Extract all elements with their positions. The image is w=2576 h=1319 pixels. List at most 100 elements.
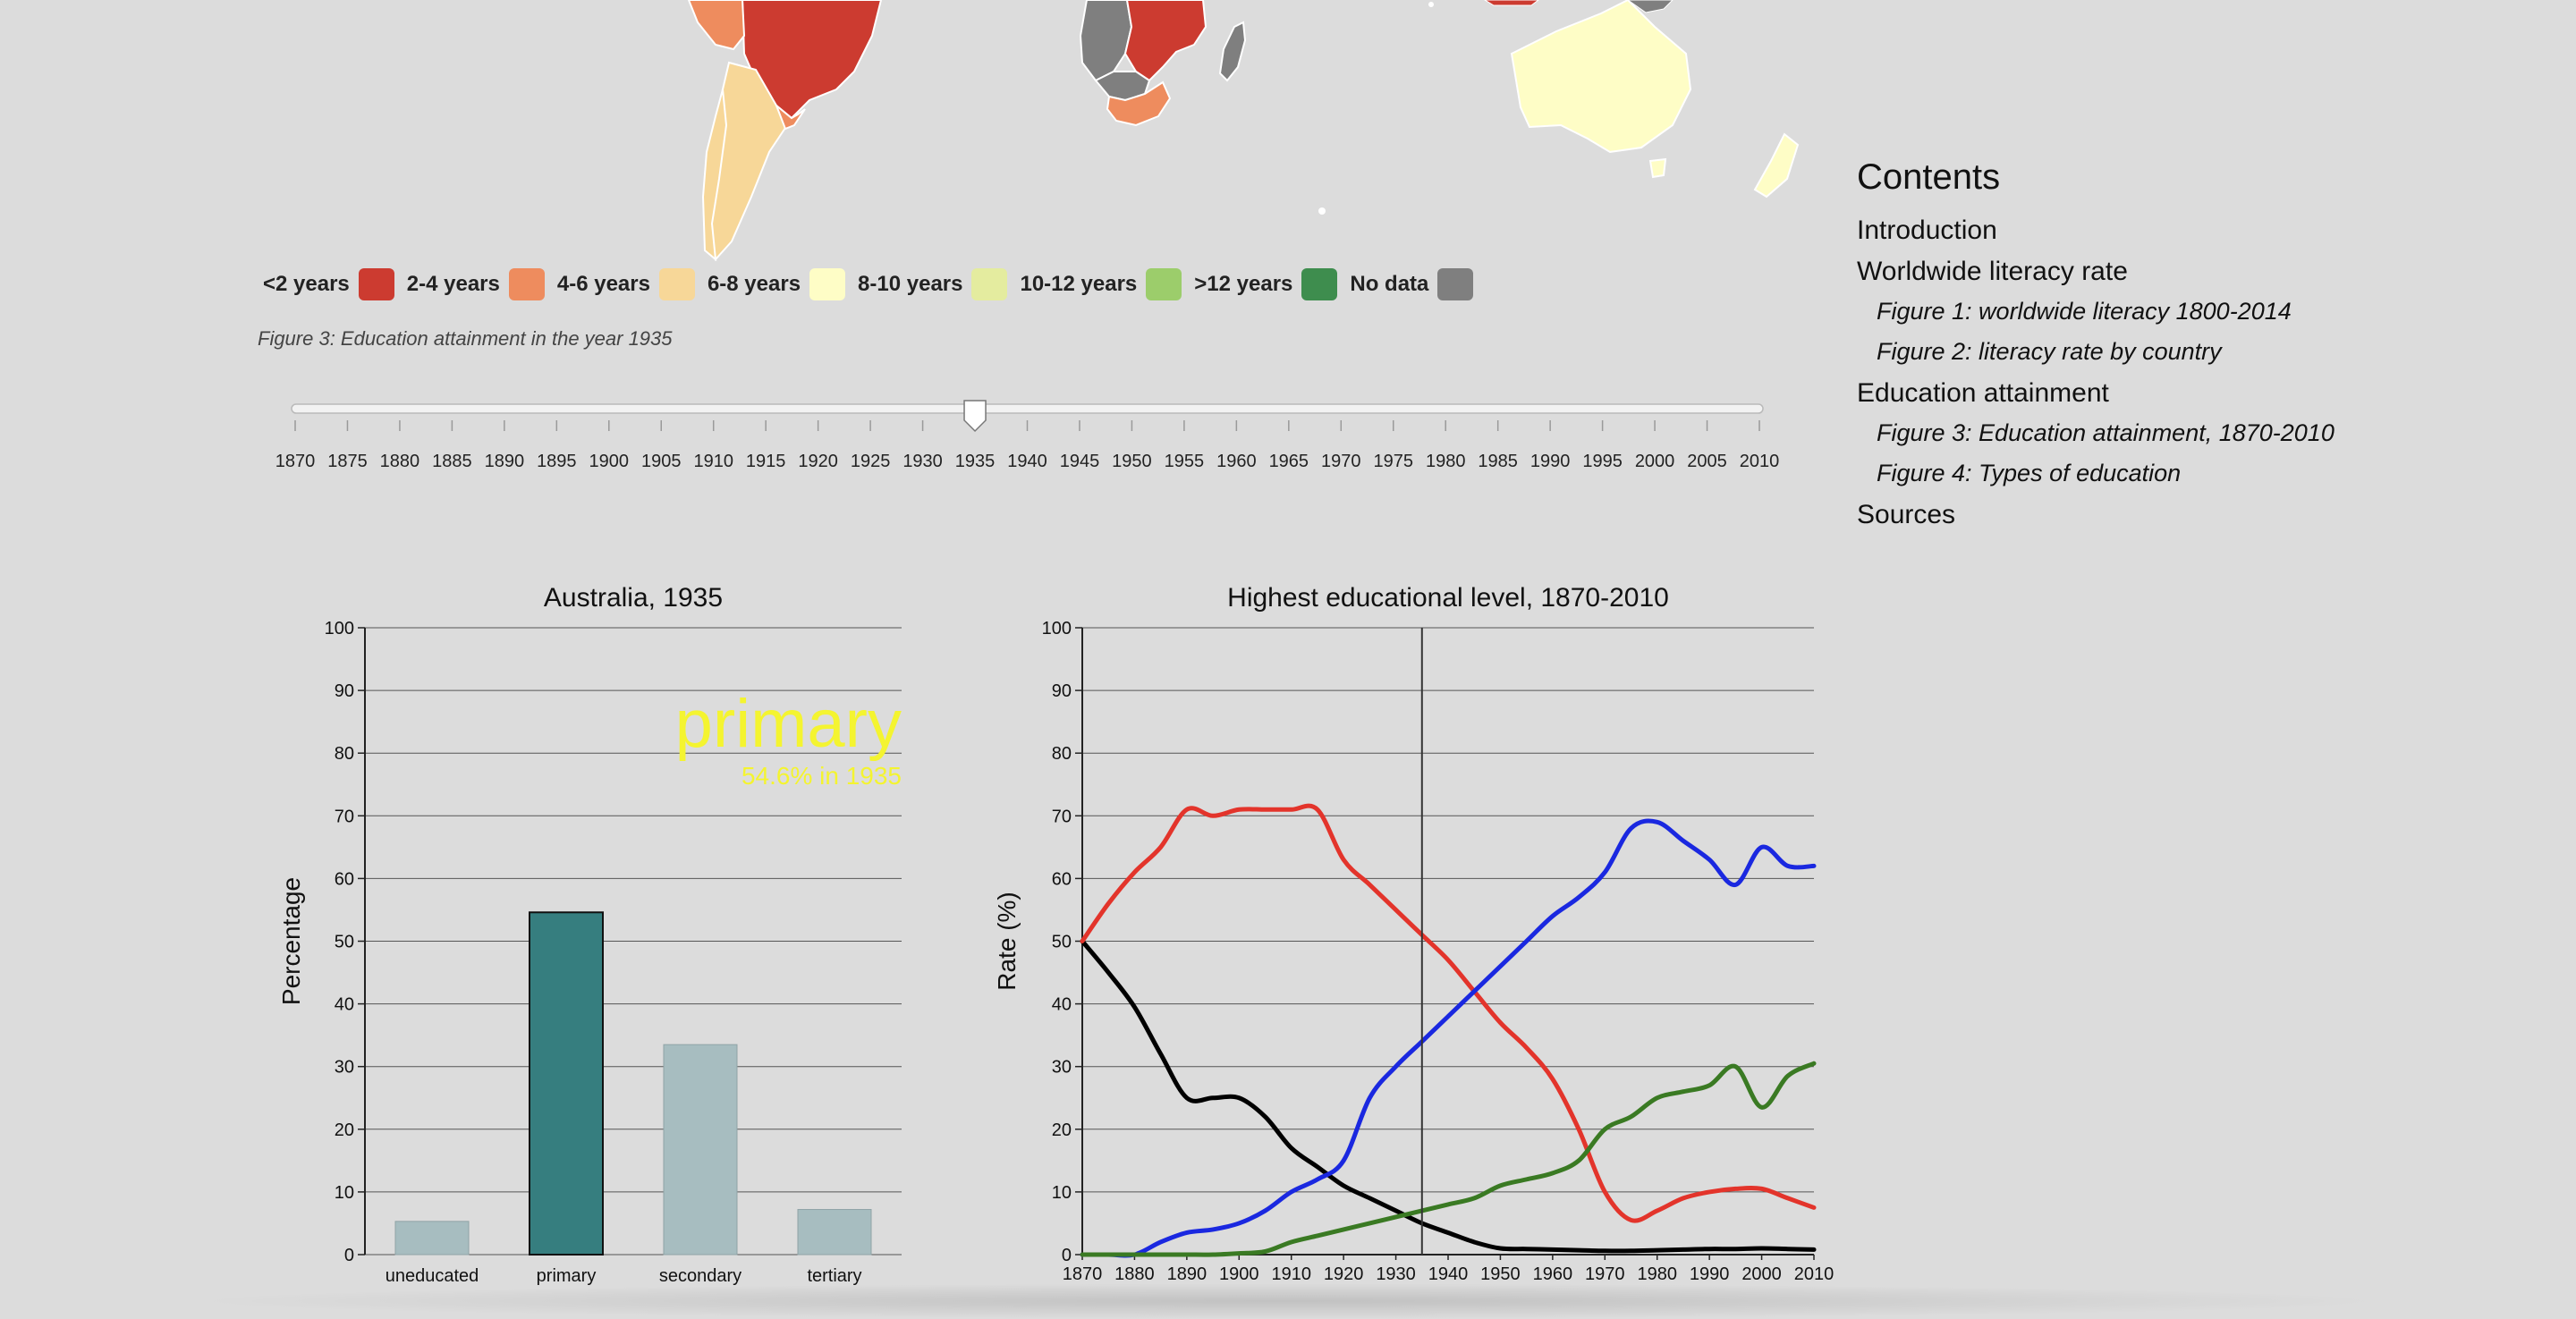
slider-year-label: 1895 (537, 452, 577, 471)
line-series-3[interactable] (1080, 1061, 1817, 1257)
slider-year-label: 1965 (1269, 452, 1309, 471)
bar-primary[interactable] (529, 911, 604, 1256)
slider-year-label: 1980 (1426, 452, 1466, 471)
map-country-tasmania[interactable] (1648, 157, 1667, 179)
year-slider[interactable]: 1870 1875 1880 1885 1890 1895 1900 1905 1910 1915… (268, 385, 1789, 483)
slider-year-label: 1990 (1530, 452, 1571, 471)
line-y-tick-label: 10 (1052, 1183, 1072, 1203)
legend-label: 6-8 years (707, 272, 801, 296)
slider-year-label: 1905 (641, 452, 682, 471)
slider-year-label: 1940 (1007, 452, 1047, 471)
line-y-tick-label: 60 (1052, 869, 1072, 889)
bar-category-label: primary (537, 1266, 597, 1286)
world-map[interactable] (0, 0, 2576, 268)
bar-secondary[interactable] (663, 1044, 738, 1256)
slider-year-label: 1985 (1478, 452, 1518, 471)
legend-label: No data (1350, 272, 1429, 296)
slider-year-label: 1960 (1216, 452, 1257, 471)
legend-item: 10-12 years (1020, 268, 1182, 300)
slider-year-label: 1945 (1060, 452, 1100, 471)
bar-tertiary[interactable] (797, 1209, 872, 1256)
map-country-new-zealand[interactable] (1753, 132, 1800, 199)
toc-figure-link[interactable]: Figure 2: literacy rate by country (1877, 338, 2222, 365)
slider-year-label: 1870 (275, 452, 316, 471)
bar-y-tick-label: 0 (344, 1246, 354, 1265)
line-y-axis-label: Rate (%) (993, 892, 1021, 990)
toc-section-link[interactable]: Sources (1857, 500, 1956, 529)
bar-category-label: tertiary (807, 1266, 861, 1286)
line-series-2[interactable] (1080, 818, 1817, 1258)
map-island (1318, 207, 1326, 215)
legend-swatch (658, 268, 695, 300)
legend-label: 4-6 years (556, 272, 650, 296)
line-x-tick-label: 1930 (1376, 1264, 1416, 1284)
bar-y-tick-label: 50 (335, 933, 354, 952)
legend-item: 4-6 years (557, 268, 695, 300)
slider-track[interactable] (291, 403, 1764, 414)
map-country-madagascar[interactable] (1218, 21, 1247, 82)
legend-item: 2-4 years (407, 268, 545, 300)
legend-item: <2 years (263, 268, 394, 300)
slider-year-label: 1890 (485, 452, 525, 471)
bar-category-label: uneducated (386, 1266, 479, 1286)
toc-section-link[interactable]: Education attainment (1857, 378, 2109, 408)
line-x-tick-label: 1990 (1690, 1264, 1730, 1284)
toc-figure-link[interactable]: Figure 1: worldwide literacy 1800-2014 (1877, 298, 2292, 325)
line-x-tick-label: 1890 (1167, 1264, 1208, 1284)
bar-category-label: secondary (659, 1266, 741, 1286)
slider-year-label: 1975 (1374, 452, 1414, 471)
legend-swatch (1146, 268, 1182, 300)
slider-handle[interactable] (963, 400, 987, 433)
map-country-peru[interactable] (687, 0, 746, 51)
toc-section-link[interactable]: Introduction (1857, 216, 1997, 245)
map-country-south-africa[interactable] (1106, 80, 1172, 127)
toc-figure-link[interactable]: Figure 3: Education attainment, 1870-201… (1877, 419, 2334, 446)
line-x-tick-label: 2000 (1741, 1264, 1782, 1284)
legend-swatch (1437, 268, 1474, 300)
map-country-chile[interactable] (701, 89, 728, 262)
line-y-tick-label: 70 (1052, 807, 1072, 826)
legend-item: >12 years (1194, 268, 1338, 300)
slider-year-label: 1950 (1112, 452, 1152, 471)
toc-list: Introduction Worldwide literacy rate Figur… (1857, 216, 2537, 530)
slider-year-label: 1970 (1321, 452, 1361, 471)
line-x-tick-label: 1970 (1585, 1264, 1625, 1284)
slider-year-label: 2005 (1687, 452, 1727, 471)
legend-label: <2 years (263, 272, 350, 296)
bar-y-tick-label: 30 (335, 1058, 354, 1078)
line-x-tick-label: 1940 (1428, 1264, 1469, 1284)
slider-year-label: 1910 (693, 452, 733, 471)
bar-annotation-subtitle: 54.6% in 1935 (741, 762, 902, 790)
slider-year-label: 1900 (589, 452, 630, 471)
slider-year-label: 1880 (380, 452, 420, 471)
line-y-tick-label: 20 (1052, 1120, 1072, 1140)
bar-y-tick-label: 90 (335, 681, 354, 701)
bar-y-tick-label: 40 (335, 995, 354, 1015)
line-x-tick-label: 1910 (1271, 1264, 1311, 1284)
toc-figure-link[interactable]: Figure 4: Types of education (1877, 460, 2182, 486)
line-x-tick-label: 1920 (1324, 1264, 1364, 1284)
slider-year-label: 1920 (798, 452, 838, 471)
legend-label: 10-12 years (1020, 272, 1138, 296)
bar-chart-title: Australia, 1935 (544, 583, 723, 613)
slider-year-label: 1925 (851, 452, 891, 471)
line-series-0[interactable] (1080, 939, 1817, 1254)
bar-uneducated[interactable] (394, 1221, 470, 1256)
map-region-east-africa[interactable] (1123, 0, 1208, 82)
line-x-tick-label: 1900 (1219, 1264, 1259, 1284)
legend-swatch (971, 268, 1008, 300)
map-region-central-africa[interactable] (1079, 0, 1133, 82)
map-country-australia[interactable] (1510, 0, 1692, 154)
line-series-1[interactable] (1080, 803, 1817, 1223)
line-x-tick-label: 1980 (1637, 1264, 1677, 1284)
line-y-tick-label: 100 (1042, 619, 1072, 638)
map-country-uruguay[interactable] (774, 102, 806, 131)
toc-section-link[interactable]: Worldwide literacy rate (1857, 257, 2128, 286)
line-y-tick-label: 80 (1052, 744, 1072, 764)
legend-item: 8-10 years (858, 268, 1008, 300)
bar-chart-australia: Australia, 1935 0 10 20 30 40 50 60 70 80 90 100 Per… (277, 583, 902, 1286)
contents-title: Contents (1857, 157, 2001, 197)
map-region-top-strip-2[interactable] (1627, 0, 1674, 13)
legend-swatch (809, 268, 846, 300)
map-region-top-strip[interactable] (1484, 0, 1539, 6)
